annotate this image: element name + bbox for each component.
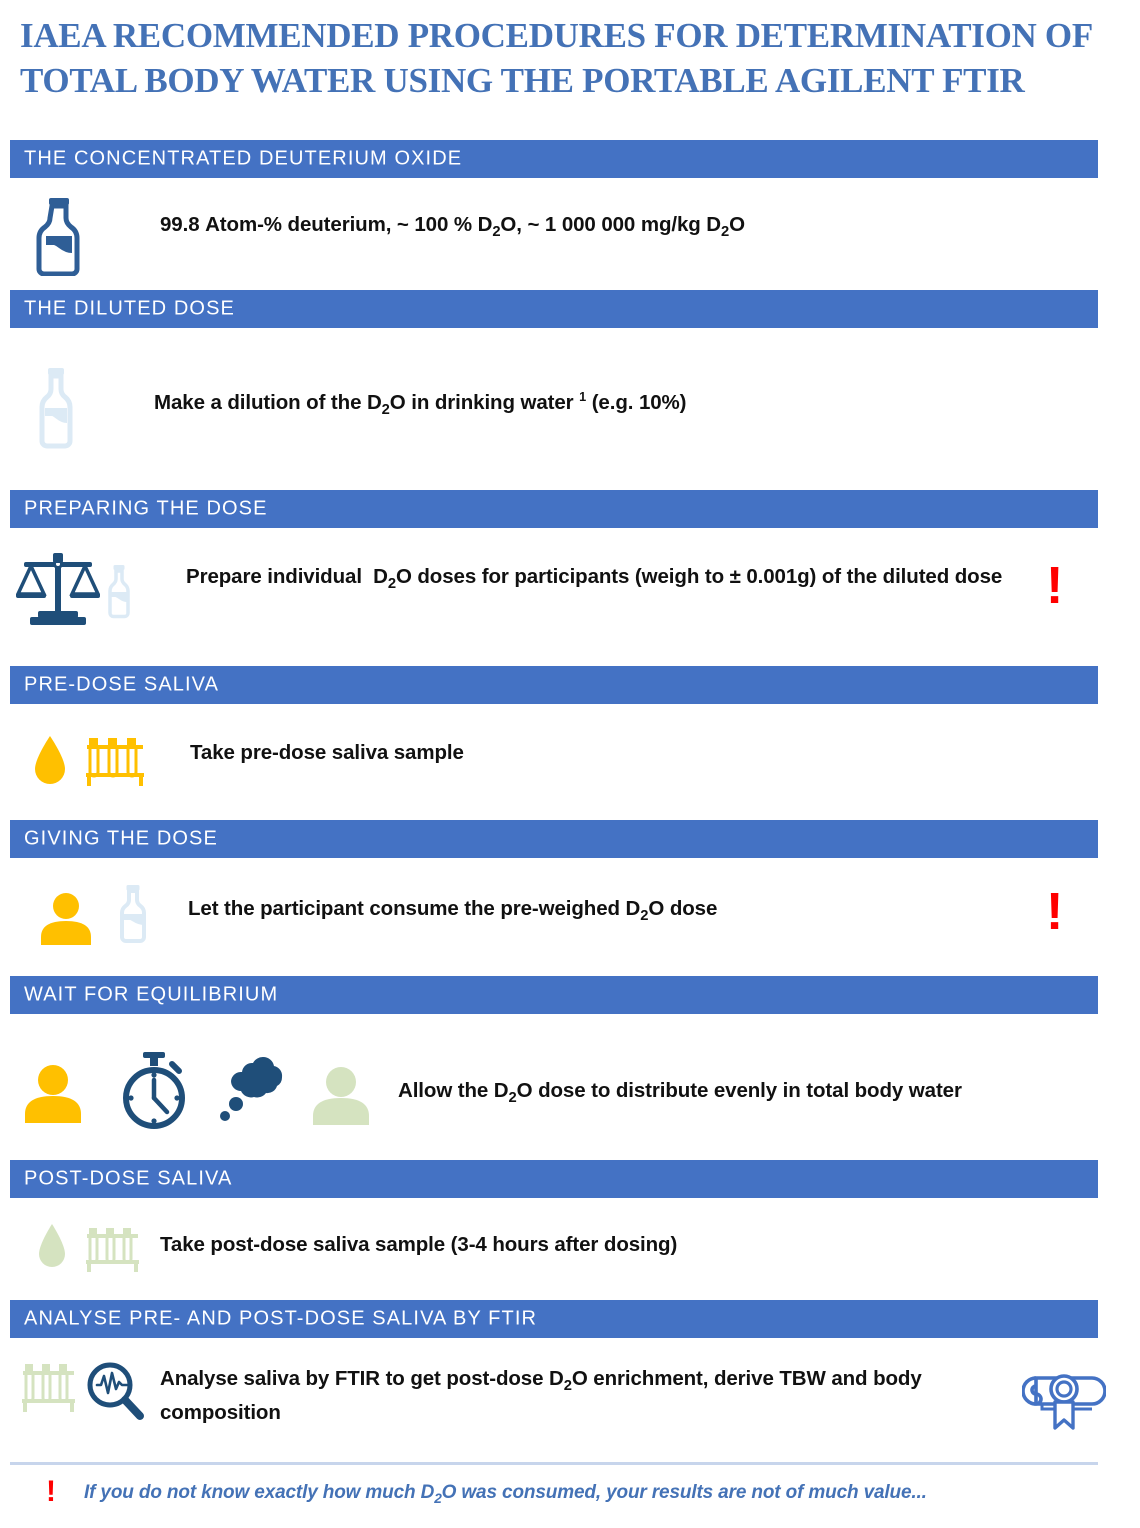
- alert-exclamation-icon: !: [1046, 883, 1064, 941]
- section-body-text: Take post-dose saliva sample (3-4 hours …: [160, 1233, 678, 1256]
- section-header-label: THE DILUTED DOSE: [24, 297, 235, 320]
- section-body-text: Prepare individual D2O doses for partici…: [186, 565, 1003, 593]
- magnifier-waveform-icon: [84, 1360, 146, 1422]
- section-body-post-dose-saliva: Take post-dose saliva sample (3-4 hours …: [0, 1208, 1140, 1303]
- section-header-label: PREPARING THE DOSE: [24, 497, 268, 520]
- section-header-diluted-dose: THE DILUTED DOSE: [10, 290, 1098, 328]
- section-header-concentrated-deuterium-oxide: THE CONCENTRATED DEUTERIUM OXIDE: [10, 140, 1098, 178]
- section-body-pre-dose-saliva: Take pre-dose saliva sample: [0, 714, 1140, 819]
- bottle-pale-icon: [106, 564, 132, 620]
- section-body-preparing-the-dose: Prepare individual D2O doses for partici…: [0, 538, 1140, 658]
- page-title-line-1: IAEA RECOMMENDED PROCEDURES FOR DETERMIN…: [20, 16, 1093, 55]
- footer-note: If you do not know exactly how much D2O …: [84, 1482, 927, 1506]
- section-body-text: 99.8 Atom-% deuterium, ~ 100 % D2O, ~ 1 …: [160, 213, 745, 241]
- test-tube-rack-green-icon: [86, 1226, 142, 1274]
- section-header-label: THE CONCENTRATED DEUTERIUM OXIDE: [24, 147, 463, 170]
- bottle-pale-icon: [118, 884, 148, 946]
- section-body-diluted-dose: Make a dilution of the D2O in drinking w…: [0, 336, 1140, 466]
- stopwatch-icon: [116, 1050, 192, 1130]
- section-header-wait-for-equilibrium: WAIT FOR EQUILIBRIUM: [10, 976, 1098, 1014]
- test-tube-rack-amber-icon: [86, 736, 148, 788]
- section-header-label: PRE-DOSE SALIVA: [24, 673, 220, 696]
- balance-scale-icon: [16, 550, 100, 626]
- footer-divider: [10, 1462, 1098, 1465]
- section-body-text: Let the participant consume the pre-weig…: [188, 897, 718, 925]
- section-body-text: Allow the D2O dose to distribute evenly …: [398, 1079, 962, 1107]
- section-header-label: WAIT FOR EQUILIBRIUM: [24, 983, 279, 1006]
- person-amber-icon: [22, 1062, 84, 1124]
- section-body-wait-for-equilibrium: Allow the D2O dose to distribute evenly …: [0, 1024, 1140, 1154]
- section-body-text: Analyse saliva by FTIR to get post-dose …: [160, 1367, 922, 1424]
- section-header-analyse-saliva-by-ftir: ANALYSE PRE- AND POST-DOSE SALIVA BY FTI…: [10, 1300, 1098, 1338]
- diploma-icon: [1022, 1364, 1106, 1430]
- bottle-dark-icon: [33, 196, 85, 276]
- test-tube-rack-green-icon: [22, 1362, 78, 1414]
- section-body-text: Make a dilution of the D2O in drinking w…: [154, 389, 687, 419]
- section-header-label: ANALYSE PRE- AND POST-DOSE SALIVA BY FTI…: [24, 1307, 538, 1330]
- droplet-amber-icon: [32, 734, 68, 788]
- section-header-preparing-the-dose: PREPARING THE DOSE: [10, 490, 1098, 528]
- section-body-text: Take pre-dose saliva sample: [190, 741, 464, 764]
- person-green-icon: [310, 1064, 372, 1126]
- thought-cloud-icon: [218, 1054, 288, 1126]
- section-header-giving-the-dose: GIVING THE DOSE: [10, 820, 1098, 858]
- alert-exclamation-icon: !: [1046, 557, 1064, 615]
- person-amber-icon: [38, 890, 94, 946]
- section-body-concentrated-deuterium-oxide: 99.8 Atom-% deuterium, ~ 100 % D2O, ~ 1 …: [0, 188, 1140, 288]
- footer-exclamation-icon: !: [46, 1475, 56, 1508]
- droplet-green-icon: [36, 1222, 68, 1272]
- section-body-analyse-saliva-by-ftir: Analyse saliva by FTIR to get post-dose …: [0, 1348, 1140, 1458]
- bottle-pale-icon: [36, 366, 76, 452]
- page-title: IAEA RECOMMENDED PROCEDURES FOR DETERMIN…: [20, 14, 1093, 104]
- section-header-label: GIVING THE DOSE: [24, 827, 218, 850]
- page-title-line-2: TOTAL BODY WATER USING THE PORTABLE AGIL…: [20, 60, 1025, 100]
- section-body-giving-the-dose: Let the participant consume the pre-weig…: [0, 868, 1140, 973]
- section-header-label: POST-DOSE SALIVA: [24, 1167, 233, 1190]
- section-header-pre-dose-saliva: PRE-DOSE SALIVA: [10, 666, 1098, 704]
- section-header-post-dose-saliva: POST-DOSE SALIVA: [10, 1160, 1098, 1198]
